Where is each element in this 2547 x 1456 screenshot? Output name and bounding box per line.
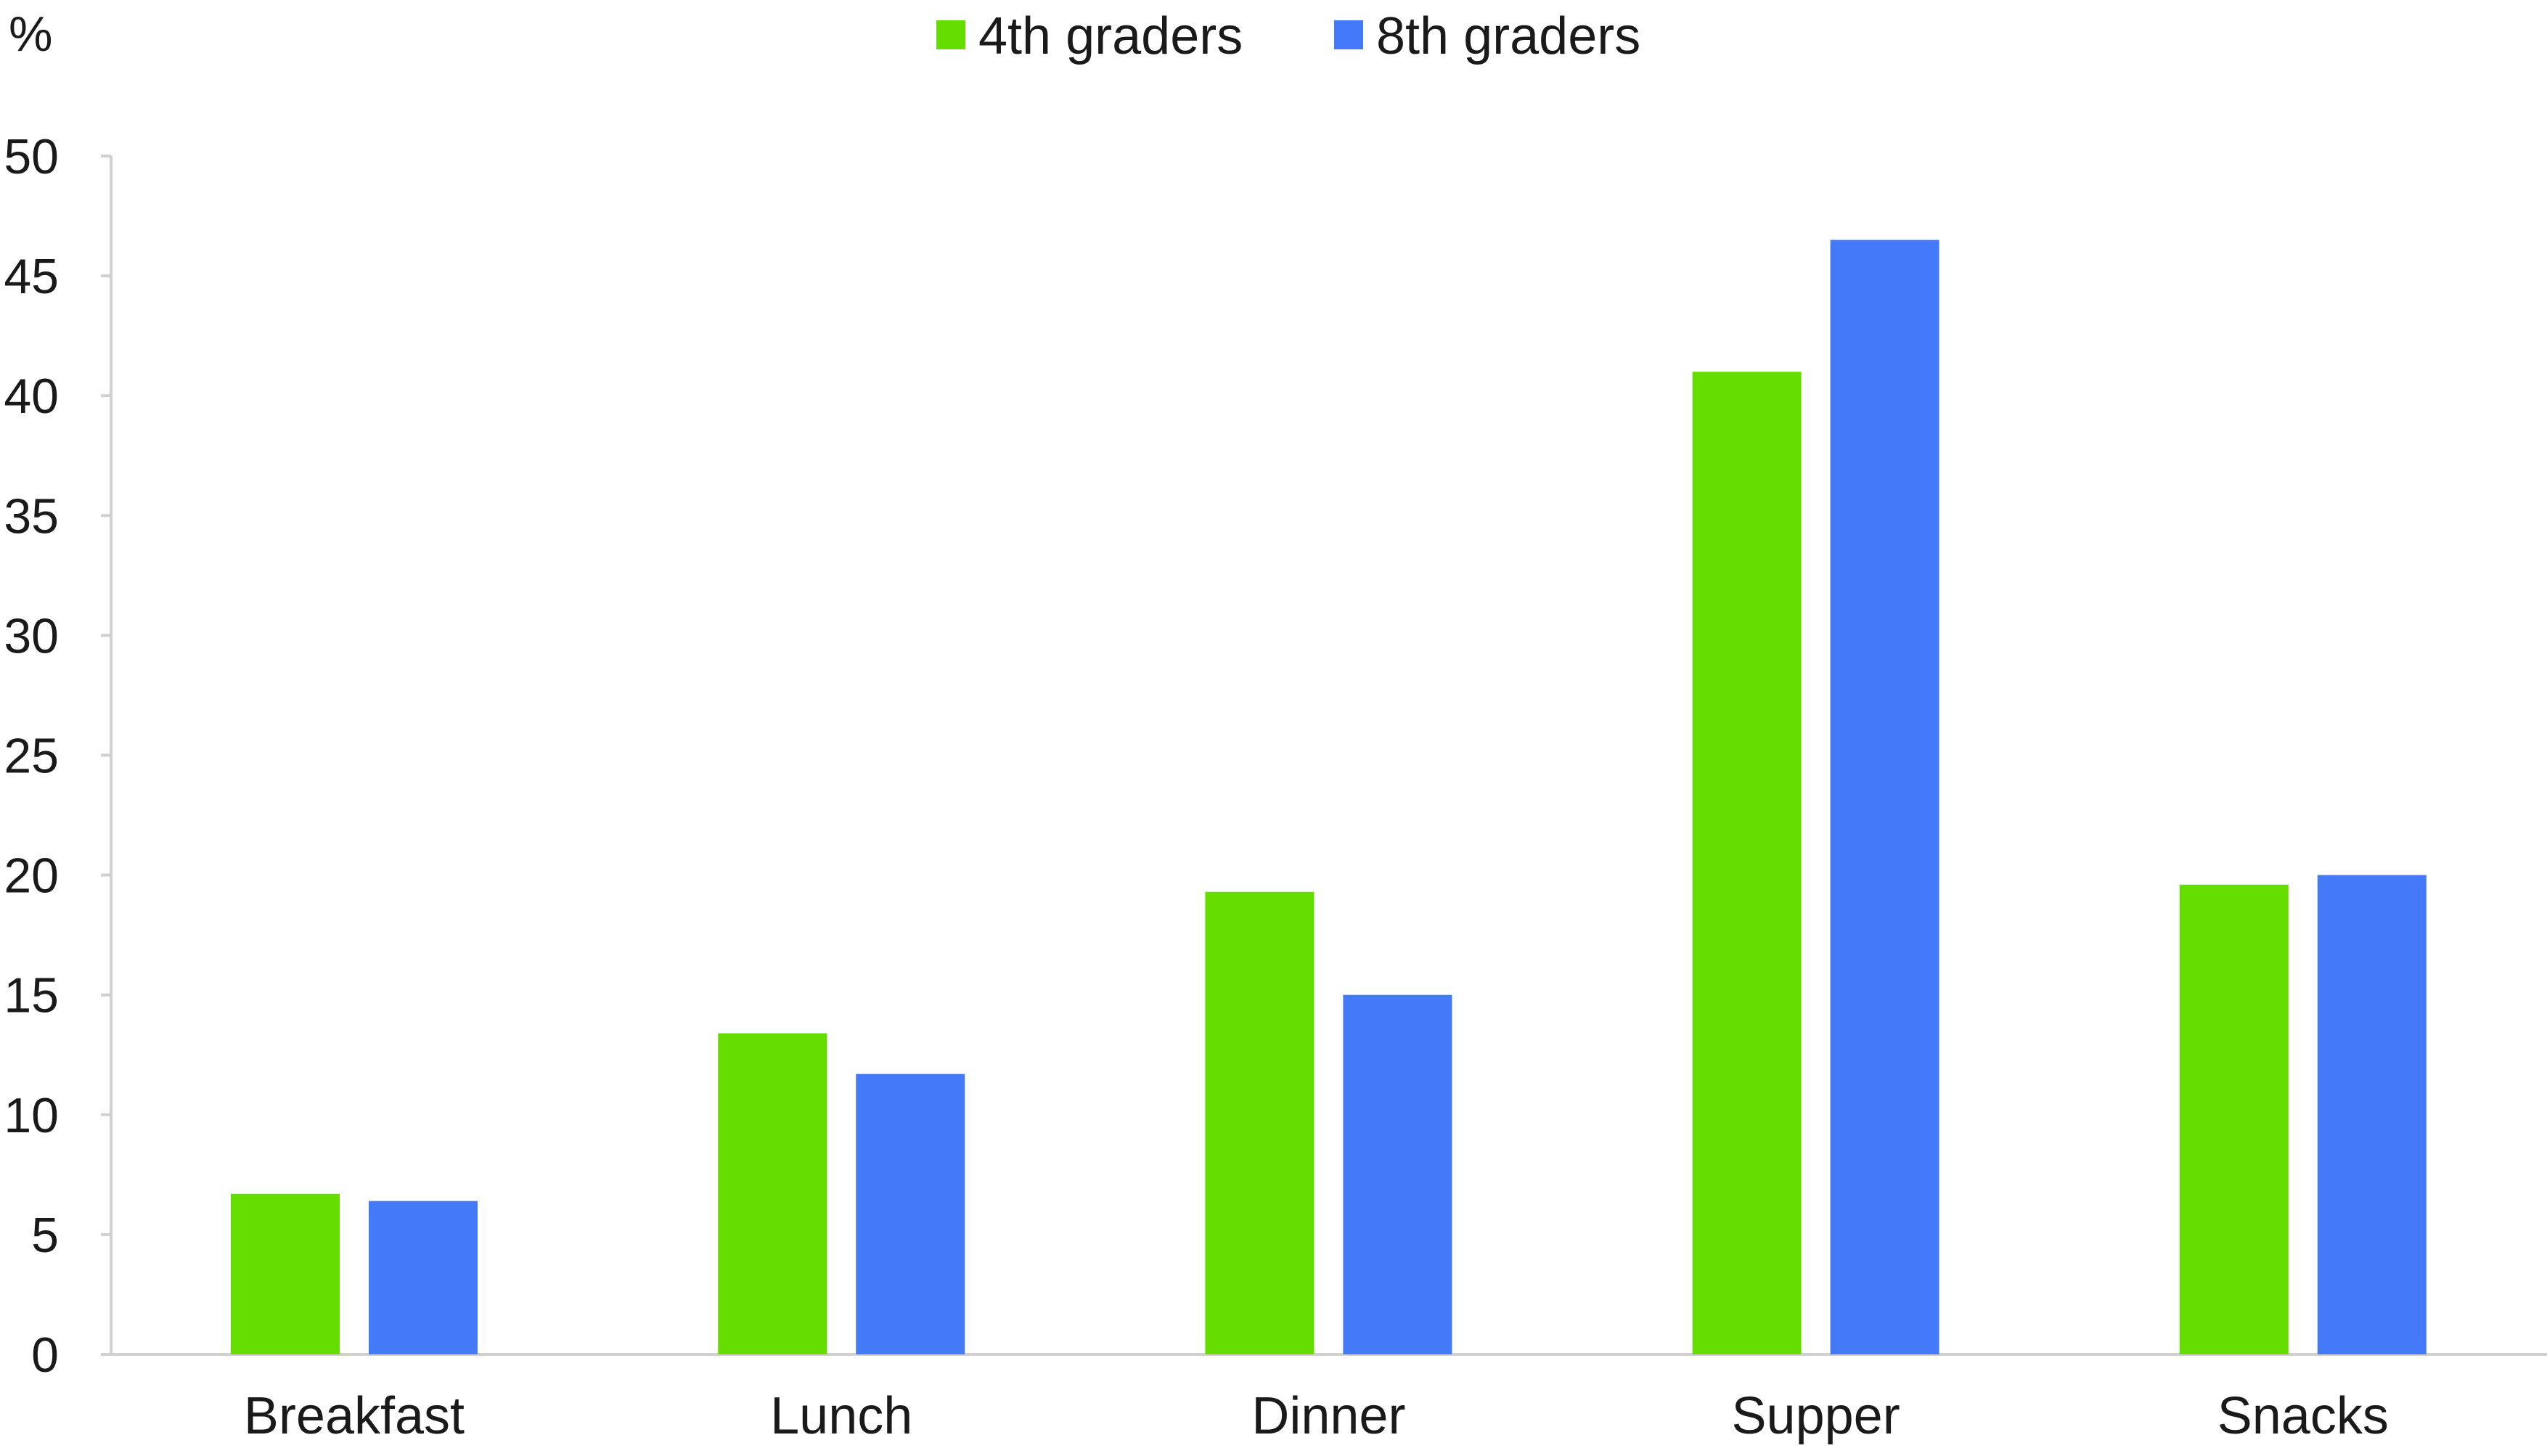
bar-breakfast-4th-graders bbox=[231, 1193, 340, 1354]
y-tick-label: 20 bbox=[4, 848, 59, 904]
x-category-label: Lunch bbox=[770, 1387, 912, 1445]
bar-supper-8th-graders bbox=[1830, 240, 1939, 1354]
y-tick-label: 40 bbox=[4, 369, 59, 424]
bar-dinner-8th-graders bbox=[1343, 994, 1452, 1354]
y-axis-ticks: 0 5 10 15 20 25 30 35 40 45 50 bbox=[4, 129, 111, 1383]
x-category-label: Breakfast bbox=[244, 1387, 465, 1445]
legend-label-8th-graders: 8th graders bbox=[1376, 7, 1640, 65]
bar-snacks-8th-graders bbox=[2317, 875, 2427, 1354]
y-tick-label: 0 bbox=[31, 1328, 59, 1383]
legend-label-4th-graders: 4th graders bbox=[978, 7, 1243, 65]
x-category-label: Supper bbox=[1732, 1387, 1900, 1445]
legend: 4th graders 8th graders bbox=[936, 7, 1640, 65]
x-axis-category-labels: Breakfast Lunch Dinner Supper Snacks bbox=[244, 1387, 2389, 1445]
bar-supper-4th-graders bbox=[1692, 372, 1802, 1355]
y-tick-label: 25 bbox=[4, 729, 59, 784]
bars bbox=[231, 240, 2427, 1355]
bar-lunch-8th-graders bbox=[856, 1073, 965, 1354]
x-category-label: Snacks bbox=[2217, 1387, 2389, 1445]
y-tick-label: 30 bbox=[4, 608, 59, 663]
y-tick-label: 45 bbox=[4, 249, 59, 304]
x-category-label: Dinner bbox=[1251, 1387, 1405, 1445]
bar-breakfast-8th-graders bbox=[369, 1201, 478, 1354]
y-tick-label: 5 bbox=[31, 1208, 59, 1263]
y-tick-label: 10 bbox=[4, 1088, 59, 1143]
legend-swatch-8th-graders bbox=[1334, 20, 1363, 49]
y-tick-label: 35 bbox=[4, 488, 59, 544]
bar-dinner-4th-graders bbox=[1205, 891, 1315, 1354]
bar-lunch-4th-graders bbox=[718, 1033, 827, 1354]
legend-swatch-4th-graders bbox=[936, 20, 965, 49]
y-axis-unit-label: % bbox=[9, 7, 52, 62]
bar-snacks-4th-graders bbox=[2179, 884, 2289, 1354]
y-tick-label: 50 bbox=[4, 129, 59, 184]
y-tick-label: 15 bbox=[4, 968, 59, 1023]
